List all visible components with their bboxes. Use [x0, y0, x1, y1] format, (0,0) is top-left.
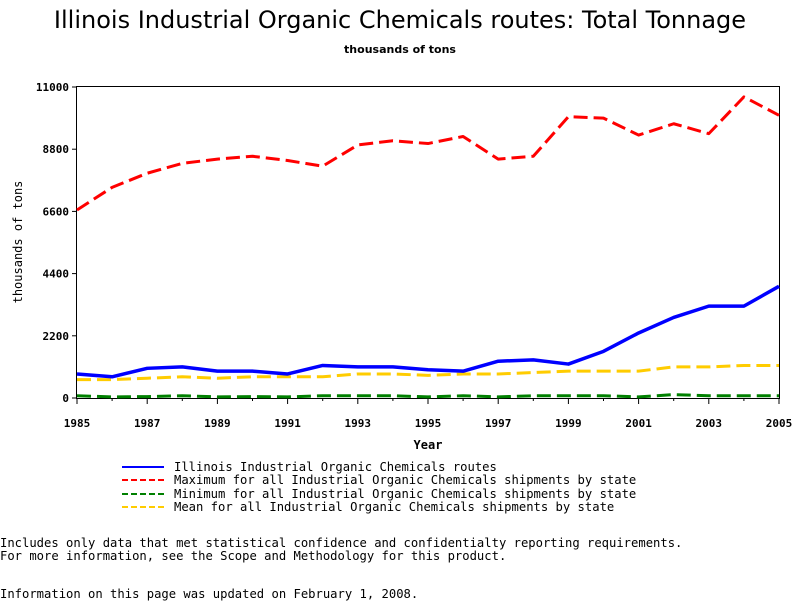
x-tick-label: 2005	[766, 417, 793, 430]
y-tick-label: 4400	[43, 268, 70, 281]
legend-item-minimum: Minimum for all Industrial Organic Chemi…	[122, 487, 636, 501]
legend: Illinois Industrial Organic Chemicals ro…	[122, 460, 636, 514]
chart-subtitle: thousands of tons	[344, 43, 456, 56]
series-line-2	[76, 393, 779, 399]
series-layer	[76, 95, 780, 399]
legend-label-maximum: Maximum for all Industrial Organic Chemi…	[174, 473, 637, 488]
y-tick-label: 0	[62, 392, 69, 405]
y-tick-label: 6600	[43, 205, 70, 218]
chart-title: Illinois Industrial Organic Chemicals ro…	[53, 6, 747, 34]
series-line-3	[77, 363, 779, 382]
x-tick-label: 1987	[134, 417, 161, 430]
note-updated: Information on this page was updated on …	[0, 587, 419, 601]
legend-swatch-mean	[122, 506, 164, 509]
series-line-1	[76, 95, 780, 212]
x-tick-label: 1995	[415, 417, 442, 430]
y-tick-label: 2200	[43, 330, 70, 343]
y-tick-label: 11000	[36, 81, 69, 94]
note-confidentiality: Includes only data that met statistical …	[0, 536, 683, 550]
x-tick-label: 1989	[204, 417, 231, 430]
x-axis-label: Year	[414, 438, 443, 452]
note-methodology: For more information, see the Scope and …	[0, 549, 507, 563]
y-axis-label: thousands of tons	[11, 181, 25, 304]
x-tick-label: 1985	[64, 417, 91, 430]
x-axis: 1985 1987 1989 1991 1993 1995 1997 1999 2001 2003…	[64, 398, 793, 430]
legend-item-mean: Mean for all Industrial Organic Chemical…	[122, 500, 636, 515]
x-tick-label: 1993	[345, 417, 372, 430]
y-axis: 0 2200 4400 6600 8800 11000	[36, 81, 77, 405]
plot-area-frame	[76, 86, 780, 399]
x-tick-label: 1997	[485, 417, 512, 430]
legend-label-minimum: Minimum for all Industrial Organic Chemi…	[174, 486, 637, 501]
legend-label-mean: Mean for all Industrial Organic Chemical…	[174, 500, 615, 515]
legend-swatch-illinois	[122, 465, 164, 468]
y-tick-label: 8800	[43, 143, 70, 156]
series-line-0	[76, 284, 780, 379]
x-tick-label: 2003	[696, 417, 723, 430]
x-tick-label: 1999	[555, 417, 582, 430]
x-tick-label: 2001	[625, 417, 652, 430]
legend-label-illinois: Illinois Industrial Organic Chemicals ro…	[174, 459, 497, 474]
legend-item-illinois: Illinois Industrial Organic Chemicals ro…	[122, 460, 636, 474]
legend-swatch-maximum	[122, 479, 164, 482]
legend-swatch-minimum	[122, 492, 164, 495]
x-tick-label: 1991	[274, 417, 301, 430]
legend-item-maximum: Maximum for all Industrial Organic Chemi…	[122, 473, 637, 488]
